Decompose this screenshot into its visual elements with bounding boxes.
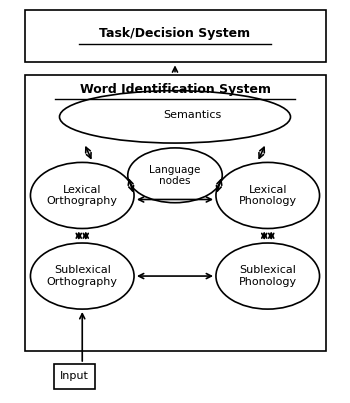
FancyBboxPatch shape — [25, 75, 326, 351]
Text: Task/Decision System: Task/Decision System — [99, 27, 251, 40]
Ellipse shape — [216, 162, 320, 229]
Text: Word Identification System: Word Identification System — [79, 83, 271, 96]
Ellipse shape — [30, 162, 134, 229]
Text: Language
nodes: Language nodes — [149, 164, 201, 186]
FancyBboxPatch shape — [25, 10, 326, 62]
Ellipse shape — [60, 91, 290, 143]
Text: Sublexical
Orthography: Sublexical Orthography — [47, 265, 118, 287]
Text: Semantics: Semantics — [163, 110, 222, 120]
Ellipse shape — [216, 243, 320, 309]
FancyBboxPatch shape — [54, 364, 94, 389]
Text: Lexical
Orthography: Lexical Orthography — [47, 185, 118, 206]
Text: Lexical
Phonology: Lexical Phonology — [239, 185, 297, 206]
Text: Input: Input — [60, 372, 89, 381]
Text: Sublexical
Phonology: Sublexical Phonology — [239, 265, 297, 287]
Ellipse shape — [128, 148, 222, 203]
Ellipse shape — [30, 243, 134, 309]
